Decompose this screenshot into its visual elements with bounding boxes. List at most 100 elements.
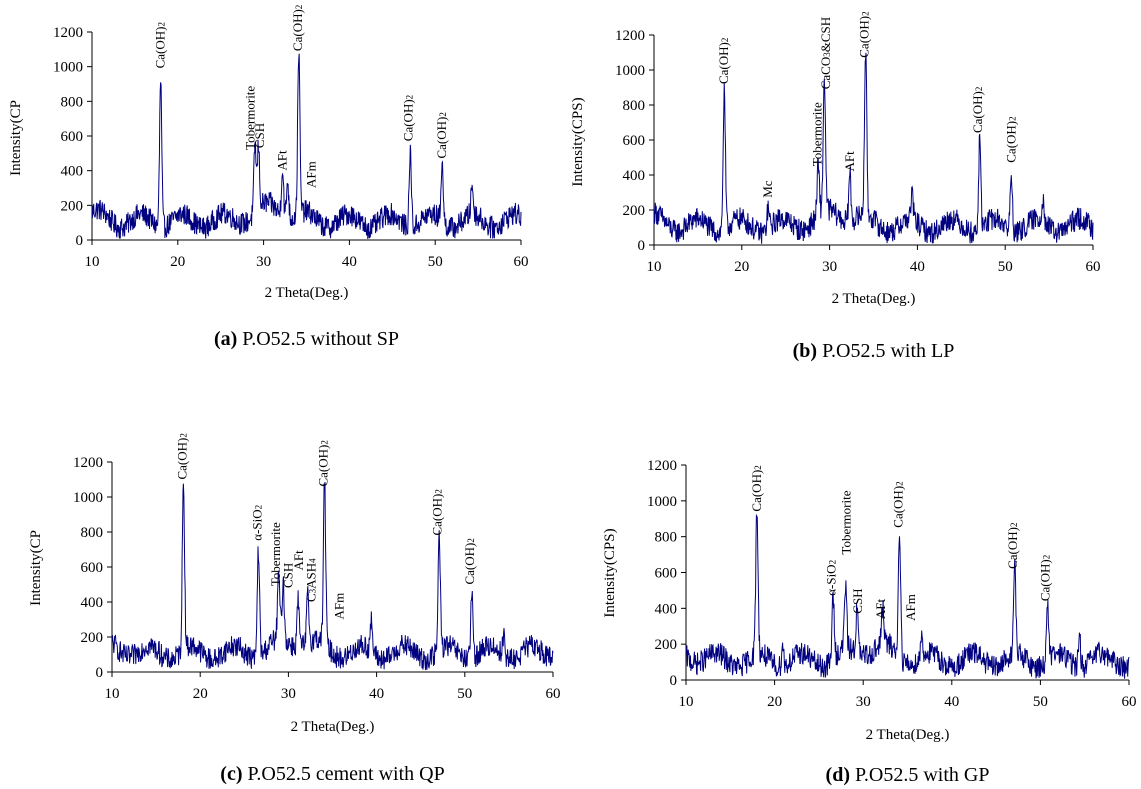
- peak-label: AFt: [274, 150, 289, 171]
- y-tick-label: 800: [81, 525, 104, 541]
- y-tick-label: 200: [623, 203, 646, 219]
- x-tick-label: 60: [1122, 694, 1137, 710]
- y-axis-label: Intensity(CP: [8, 100, 24, 176]
- x-tick-label: 10: [85, 254, 100, 270]
- x-tick-label: 10: [679, 694, 694, 710]
- y-tick-label: 600: [81, 560, 104, 576]
- peak-label: Ca(OH)2: [316, 440, 331, 486]
- x-tick-label: 50: [1033, 694, 1048, 710]
- x-axis-label: 2 Theta(Deg.): [291, 719, 375, 735]
- y-axis-label: Intensity(CPS): [570, 97, 586, 186]
- x-tick-label: 40: [910, 259, 925, 275]
- peak-label: AFm: [332, 593, 347, 620]
- peak-label: Ca(OH)2: [857, 11, 872, 57]
- y-tick-label: 1000: [53, 60, 83, 76]
- x-axis-label: 2 Theta(Deg.): [832, 291, 916, 307]
- x-axis-label: 2 Theta(Deg.): [866, 727, 950, 743]
- x-tick-label: 20: [193, 686, 208, 702]
- y-tick-label: 400: [81, 595, 104, 611]
- peak-label: Ca(OH)2: [434, 112, 449, 158]
- peak-label: AFt: [291, 550, 306, 571]
- x-tick-label: 40: [944, 694, 959, 710]
- panel-caption: (a) P.O52.5 without SP: [214, 328, 399, 350]
- peak-label: Ca(OH)2: [1005, 523, 1020, 569]
- panel-caption: (b) P.O52.5 with LP: [793, 340, 955, 362]
- xrd-panel-3: 0 200 400 600 800 1000 1200 10 20 30 40 50 60 2 Theta…: [28, 433, 561, 785]
- y-tick-label: 1200: [647, 458, 677, 474]
- peak-label: Tobermorite: [243, 86, 258, 150]
- peak-label: Ca(OH)2: [716, 38, 731, 84]
- x-tick-label: 30: [281, 686, 296, 702]
- peak-label: Ca(OH)2: [462, 538, 477, 584]
- y-tick-label: 600: [623, 133, 646, 149]
- x-tick-label: 20: [767, 694, 782, 710]
- peak-label: CSH: [280, 563, 295, 588]
- peak-label: Ca(OH)2: [429, 489, 444, 535]
- y-tick-label: 0: [76, 233, 84, 249]
- xrd-pattern-line: [111, 481, 554, 671]
- peak-label: Ca(OH)2: [401, 95, 416, 141]
- y-tick-label: 800: [655, 530, 678, 546]
- y-tick-label: 800: [623, 98, 646, 114]
- peak-label: Tobermorite: [838, 490, 853, 554]
- y-tick-label: 0: [638, 238, 646, 254]
- peak-label: AFt: [842, 151, 857, 172]
- y-axis-label: Intensity(CPS): [602, 528, 618, 617]
- y-tick-label: 600: [655, 566, 678, 582]
- peak-label: CaCO3&CSH: [818, 17, 833, 89]
- y-tick-label: 600: [61, 129, 84, 145]
- y-tick-label: 1000: [73, 490, 103, 506]
- x-tick-label: 30: [256, 254, 271, 270]
- peak-label: Ca(OH)2: [749, 465, 764, 511]
- peak-label: AFt: [873, 598, 888, 619]
- x-tick-label: 60: [1086, 259, 1101, 275]
- y-axis-label: Intensity(CP: [28, 530, 44, 606]
- xrd-pattern-line: [653, 52, 1094, 244]
- y-tick-label: 200: [655, 637, 678, 653]
- peak-label: α-SiO2: [250, 505, 265, 541]
- peak-label: Tobermorite: [268, 522, 283, 586]
- x-tick-label: 30: [856, 694, 871, 710]
- x-tick-label: 20: [734, 259, 749, 275]
- peak-label: Ca(OH)2: [970, 87, 985, 133]
- peak-label: AFm: [903, 594, 918, 621]
- xrd-pattern-line: [91, 53, 522, 240]
- y-tick-label: 400: [655, 601, 678, 617]
- peak-label: AFm: [304, 161, 319, 188]
- panel-caption: (c) P.O52.5 cement with QP: [220, 763, 444, 785]
- y-tick-label: 400: [623, 168, 646, 184]
- y-tick-label: 1000: [615, 63, 645, 79]
- peak-label: Ca(OH)2: [290, 5, 305, 51]
- peak-label: CSH: [850, 588, 865, 613]
- peak-label: Mc: [760, 180, 775, 198]
- peak-label: α-SiO2: [823, 560, 838, 596]
- y-tick-label: 400: [61, 164, 84, 180]
- x-tick-label: 10: [647, 259, 662, 275]
- y-tick-label: 1200: [73, 455, 103, 471]
- x-tick-label: 50: [457, 686, 472, 702]
- xrd-panel-2: 0 200 400 600 800 1000 1200 10 20 30 40 50 60 2 Theta…: [570, 11, 1101, 362]
- peak-label: CSH: [252, 123, 267, 148]
- x-axis-label: 2 Theta(Deg.): [265, 285, 349, 301]
- peak-label: C3ASH4: [303, 558, 318, 602]
- y-tick-label: 0: [96, 665, 104, 681]
- x-tick-label: 10: [105, 686, 120, 702]
- peak-label: Ca(OH)2: [1038, 555, 1053, 601]
- xrd-panel-1: 0 200 400 600 800 1000 1200 10 20 30 40 50 60 2 Theta…: [8, 5, 529, 350]
- xrd-pattern-line: [685, 513, 1130, 679]
- x-tick-label: 50: [428, 254, 443, 270]
- y-tick-label: 1200: [615, 28, 645, 44]
- x-tick-label: 20: [170, 254, 185, 270]
- y-tick-label: 1000: [647, 494, 677, 510]
- x-tick-label: 60: [546, 686, 561, 702]
- y-tick-label: 800: [61, 94, 84, 110]
- x-tick-label: 30: [822, 259, 837, 275]
- x-tick-label: 40: [342, 254, 357, 270]
- peak-label: Ca(OH)2: [1003, 116, 1018, 162]
- peak-label: Ca(OH)2: [175, 433, 190, 479]
- x-tick-label: 40: [369, 686, 384, 702]
- y-tick-label: 200: [81, 630, 104, 646]
- y-tick-label: 1200: [53, 25, 83, 41]
- x-tick-label: 60: [514, 254, 529, 270]
